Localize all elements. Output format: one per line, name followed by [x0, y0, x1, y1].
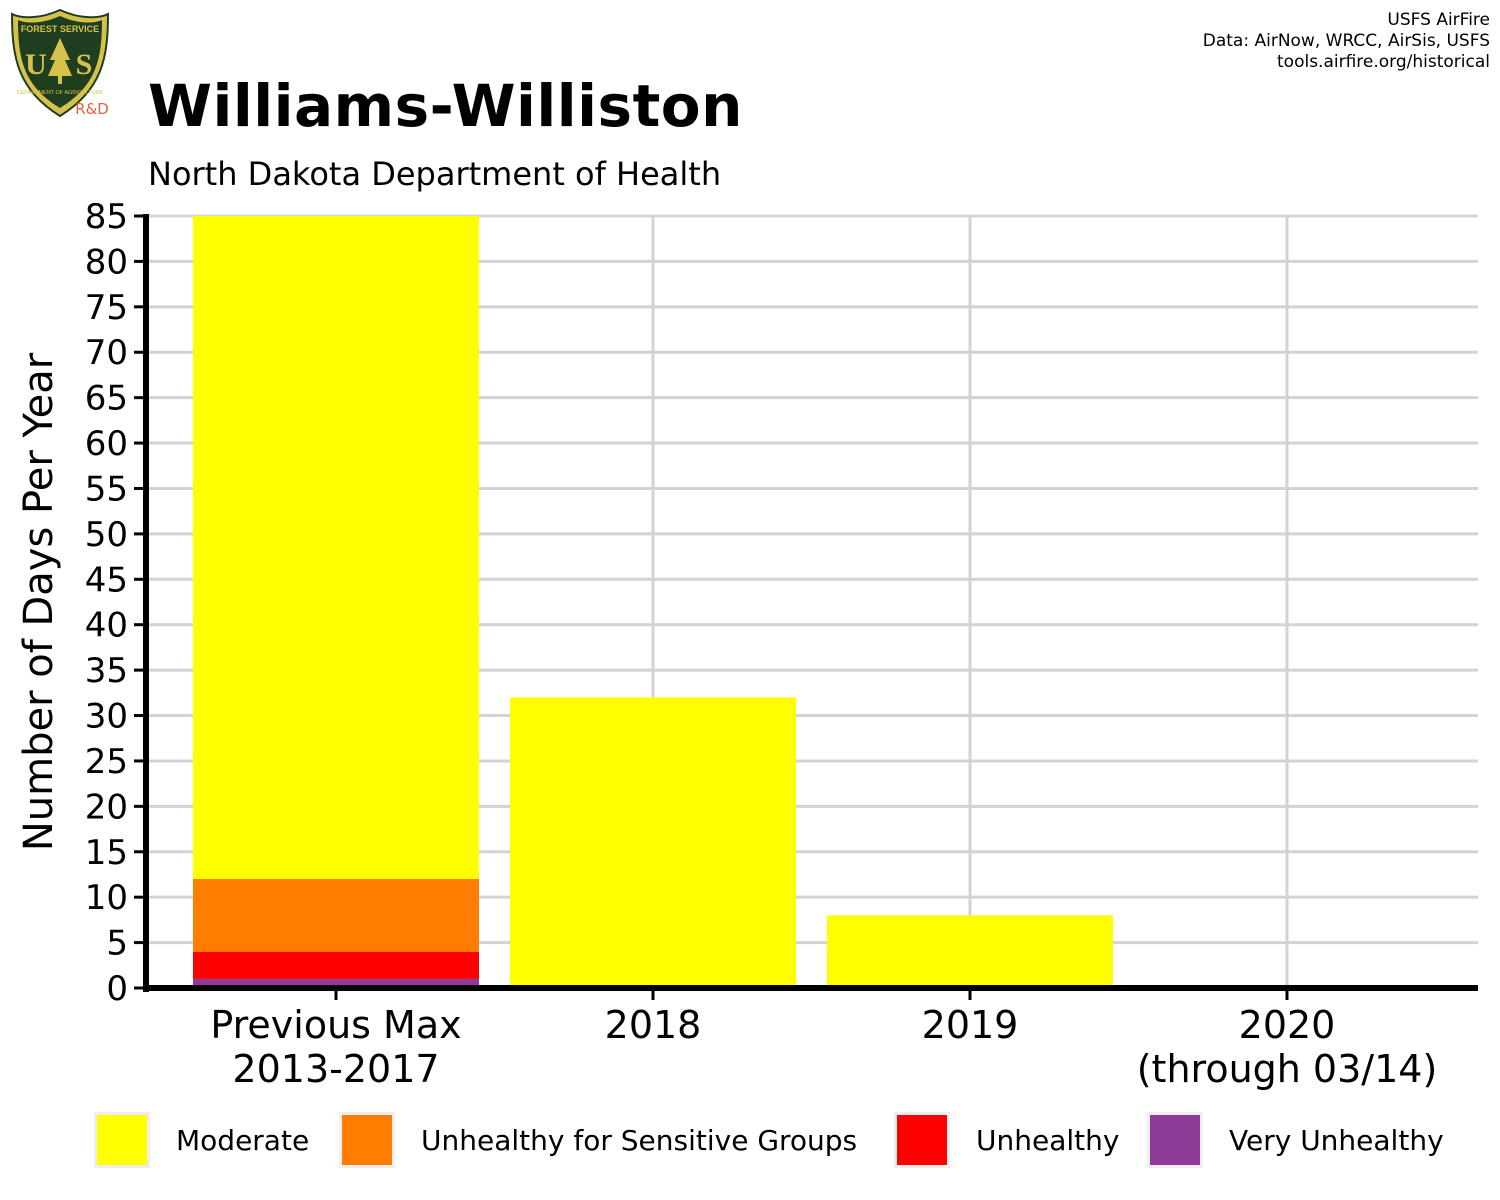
x-tick-label: Previous Max 2013-2017: [210, 1003, 461, 1091]
bar-segment: [193, 978, 479, 988]
legend-swatch: [339, 1112, 395, 1168]
chart-title: Williams-Williston: [148, 72, 743, 140]
y-tick-label: 60: [85, 424, 128, 464]
y-tick-label: 35: [85, 651, 128, 691]
legend-swatch: [894, 1112, 950, 1168]
y-tick-label: 0: [106, 969, 128, 1009]
y-tick-label: 55: [85, 469, 128, 509]
x-tick-label: 2018: [605, 1003, 702, 1047]
x-tick-label: 2019: [922, 1003, 1019, 1047]
tree-icon: [48, 38, 72, 76]
bar-segment: [193, 879, 479, 952]
legend-label: Very Unhealthy: [1229, 1123, 1444, 1157]
logo-tag: R&D: [75, 100, 109, 118]
logo-bottom-text: DEPARTMENT OF AGRICULTURE: [17, 90, 104, 96]
credit-line: tools.airfire.org/historical: [1277, 52, 1490, 72]
y-tick-label: 75: [85, 288, 128, 328]
legend-item: Moderate: [94, 1108, 309, 1172]
credit-line: USFS AirFire: [1387, 10, 1490, 30]
logo-top-text: FOREST SERVICE: [21, 24, 99, 34]
y-tick-label: 15: [85, 833, 128, 873]
legend-label: Moderate: [176, 1123, 310, 1157]
logo-letter-right: S: [76, 48, 93, 81]
y-tick-label: 5: [106, 924, 128, 964]
y-tick-label: 40: [85, 606, 128, 646]
usfs-logo: FOREST SERVICE U S DEPARTMENT OF AGRICUL…: [10, 8, 110, 118]
x-tick-label: 2020 (through 03/14): [1137, 1003, 1438, 1091]
y-tick-label: 10: [85, 878, 128, 918]
legend-item: Very Unhealthy: [1147, 1108, 1444, 1172]
y-tick-label: 20: [85, 787, 128, 827]
bar-segment: [193, 951, 479, 979]
y-tick-label: 25: [85, 742, 128, 782]
legend-swatch: [94, 1112, 150, 1168]
bar-chart: 0 5 10 15 20 25 30 35 40 45 50 55 60 65 70 75 80 85 Previo…: [16, 197, 1478, 1091]
y-axis-label: Number of Days Per Year: [16, 352, 62, 851]
logo-letter-left: U: [25, 48, 47, 81]
bar-segment: [510, 697, 796, 988]
legend-item: Unhealthy for Sensitive Groups: [339, 1108, 857, 1172]
bar-segment: [193, 216, 479, 880]
y-tick-label: 80: [85, 242, 128, 282]
legend-label: Unhealthy for Sensitive Groups: [421, 1123, 858, 1157]
y-tick-label: 70: [85, 333, 128, 373]
y-tick-label: 45: [85, 560, 128, 600]
chart-subtitle: North Dakota Department of Health: [148, 155, 722, 193]
bar-segment: [827, 915, 1113, 988]
y-tick-label: 65: [85, 379, 128, 419]
legend-item: Unhealthy: [894, 1108, 1119, 1172]
credits: USFS AirFire Data: AirNow, WRCC, AirSis,…: [1203, 10, 1490, 73]
y-tick-label: 50: [85, 515, 128, 555]
y-tick-label: 30: [85, 697, 128, 737]
credit-line: Data: AirNow, WRCC, AirSis, USFS: [1202, 31, 1490, 51]
legend-swatch: [1147, 1112, 1203, 1168]
y-tick-label: 85: [85, 197, 128, 237]
legend: Moderate Unhealthy for Sensitive Groups …: [0, 1108, 1500, 1172]
legend-label: Unhealthy: [976, 1123, 1120, 1157]
